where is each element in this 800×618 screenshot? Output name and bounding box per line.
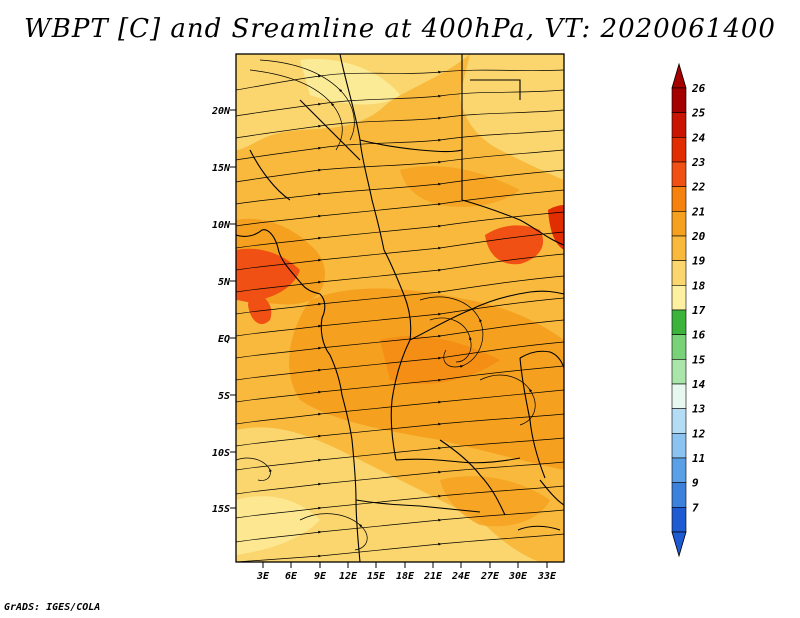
colorbar-top-arrow — [671, 62, 687, 89]
streamlines — [236, 59, 564, 562]
colorbar-label: 17 — [692, 304, 706, 317]
colorbar-label: 9 — [692, 477, 699, 490]
colorbar-label: 23 — [691, 156, 706, 169]
lon-label: 9E — [314, 571, 327, 582]
colorbar-label: 12 — [692, 427, 706, 440]
lat-axis: 20N 15N 10N 5N EQ 5S 10S 15S — [211, 106, 236, 515]
colorbar-swatch — [671, 482, 687, 508]
map-frame — [235, 53, 565, 563]
colorbar-swatch — [671, 359, 687, 385]
lat-label: 10N — [212, 220, 231, 231]
colorbar-label: 25 — [691, 107, 706, 120]
lon-label: 6E — [285, 571, 298, 582]
lat-label: 15N — [212, 163, 231, 174]
colorbar-label: 22 — [691, 181, 706, 194]
lon-axis: 3E 6E 9E 12E 15E 18E 21E 24E 27E 30E 33E — [256, 562, 557, 582]
colorbar-swatch — [671, 334, 687, 360]
colorbar-label: 19 — [692, 255, 706, 268]
grads-credit: GrADS: IGES/COLA — [4, 602, 101, 613]
lon-label: 27E — [480, 571, 500, 582]
colorbar-label: 14 — [692, 378, 706, 391]
colorbar-swatch — [671, 211, 687, 237]
colorbar-swatch — [671, 186, 687, 212]
lat-label: 20N — [211, 106, 231, 117]
colorbar-swatch — [671, 309, 687, 335]
colorbar-label: 7 — [692, 501, 699, 514]
colorbar-label: 20 — [691, 230, 706, 243]
lon-label: 30E — [508, 571, 528, 582]
colorbar-label: 13 — [692, 403, 706, 416]
colorbar-swatch — [671, 408, 687, 434]
lon-label: 15E — [367, 571, 386, 582]
lon-label: 18E — [396, 571, 415, 582]
lon-label: 3E — [256, 571, 270, 582]
lon-label: 12E — [339, 571, 358, 582]
chart-title: WBPT [C] and Sreamline at 400hPa, VT: 20… — [24, 14, 776, 44]
lat-label: 15S — [212, 504, 230, 515]
colorbar-swatch — [671, 285, 687, 311]
colorbar-swatch — [671, 235, 687, 261]
colorbar-swatch — [671, 260, 687, 286]
lon-label: 21E — [423, 571, 443, 582]
colorbar-swatch — [671, 383, 687, 409]
colorbar-label: 16 — [692, 329, 706, 342]
colorbar-label: 24 — [691, 131, 706, 144]
lat-label: 5S — [218, 391, 230, 402]
colorbar-label: 26 — [691, 82, 706, 95]
lat-label: 5N — [218, 277, 231, 288]
colorbar-swatch — [671, 112, 687, 138]
colorbar-swatch — [671, 457, 687, 483]
lat-label: EQ — [218, 334, 230, 345]
colorbar-label: 11 — [692, 452, 705, 465]
colorbar-swatch — [671, 433, 687, 459]
lon-label: 24E — [451, 571, 471, 582]
colorbar-label: 15 — [692, 353, 706, 366]
colorbar-swatch — [671, 137, 687, 163]
colorbar-label: 21 — [691, 205, 705, 218]
map-plot-area — [236, 54, 564, 562]
colorbar-swatch — [671, 507, 687, 533]
colorbar-label: 18 — [692, 279, 706, 292]
lon-label: 33E — [537, 571, 557, 582]
colorbar-bottom-arrow — [671, 531, 687, 558]
lat-label: 10S — [212, 448, 230, 459]
colorbar-swatch — [671, 87, 687, 113]
colorbar-swatch — [671, 161, 687, 187]
colorbar: 26 25 24 23 22 21 20 19 18 17 16 15 14 13 12 11 9 7 — [671, 62, 706, 558]
